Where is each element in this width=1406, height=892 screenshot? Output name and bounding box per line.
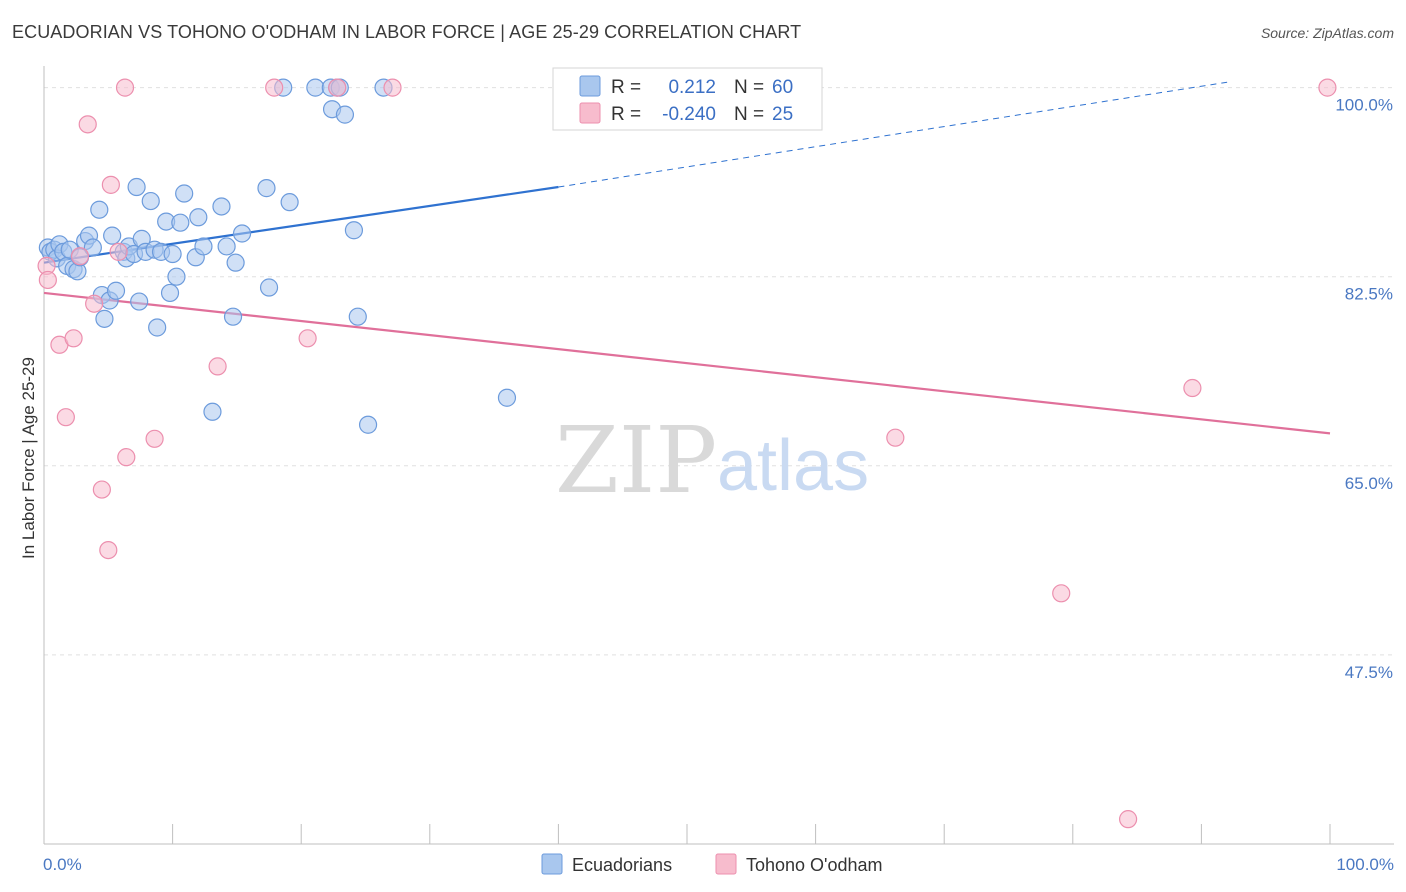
- point-tohono-5: [70, 247, 90, 266]
- legend-r-label-2: R =: [611, 104, 641, 125]
- legend-r-label-1: R =: [611, 77, 641, 98]
- point-ecuadorians-28: [141, 191, 160, 211]
- point-tohono-10: [101, 175, 120, 194]
- watermark: ZIP atlas: [555, 407, 869, 514]
- y-tick-label-2: 82.5%: [1345, 285, 1393, 304]
- trend-line-tohono: [43, 291, 1331, 435]
- point-tohono-16: [265, 78, 284, 97]
- point-tohono-21: [1052, 584, 1071, 603]
- point-ecuadorians-37: [175, 184, 194, 203]
- point-tohono-23: [1183, 378, 1202, 398]
- point-ecuadorians-16: [95, 309, 114, 328]
- point-tohono-11: [109, 242, 128, 261]
- point-tohono-9: [99, 540, 118, 560]
- bottom-legend-label-ecuadorians: Ecuadorians: [572, 855, 672, 875]
- trend-line-ecuadorians-extension: [558, 81, 1228, 188]
- point-ecuadorians-43: [217, 237, 236, 256]
- point-tohono-14: [145, 429, 164, 448]
- legend-swatch-tohono: [579, 102, 601, 124]
- point-ecuadorians-41: [203, 402, 222, 421]
- point-ecuadorians-59: [358, 415, 378, 434]
- axes: [43, 66, 1394, 845]
- legend: R = 0.212 N = 60 R = -0.240 N = 25: [552, 67, 823, 131]
- x-tick-label-end: 100.0%: [1336, 855, 1394, 874]
- bottom-legend-label-tohono: Tohono O'odham: [746, 855, 883, 875]
- point-tohono-13: [117, 448, 136, 467]
- y-tick-label-3: 100.0%: [1335, 96, 1393, 115]
- x-tick-label-start: 0.0%: [43, 855, 82, 874]
- bottom-legend-swatch-ecuadorians: [541, 853, 563, 875]
- point-tohono-1: [38, 270, 57, 290]
- legend-n-label-2: N =: [734, 104, 764, 125]
- point-tohono-20: [886, 428, 905, 447]
- point-ecuadorians-51: [306, 78, 325, 97]
- point-ecuadorians-44: [223, 307, 243, 326]
- y-axis-label: In Labor Force | Age 25-29: [19, 357, 38, 559]
- point-ecuadorians-24: [127, 177, 146, 197]
- point-ecuadorians-48: [259, 278, 279, 297]
- gridlines: [44, 87, 1394, 656]
- point-ecuadorians-57: [344, 221, 364, 240]
- y-tick-labels: 47.5% 65.0% 82.5% 100.0%: [1335, 96, 1393, 682]
- point-ecuadorians-58: [348, 307, 367, 326]
- point-ecuadorians-50: [280, 193, 299, 212]
- point-ecuadorians-61: [497, 388, 517, 407]
- chart-title: ECUADORIAN VS TOHONO O'ODHAM IN LABOR FO…: [12, 22, 802, 42]
- point-tohono-15: [208, 357, 227, 376]
- point-tohono-18: [328, 78, 347, 97]
- legend-n-value-1: 60: [772, 77, 793, 98]
- bottom-legend: Ecuadorians Tohono O'odham: [541, 853, 883, 875]
- point-ecuadorians-45: [226, 253, 245, 272]
- y-tick-label-0: 47.5%: [1345, 663, 1393, 682]
- point-ecuadorians-14: [90, 200, 109, 219]
- bottom-legend-swatch-tohono: [715, 853, 737, 875]
- point-ecuadorians-36: [171, 213, 190, 232]
- point-tohono-17: [298, 329, 317, 348]
- point-ecuadorians-34: [163, 244, 182, 264]
- point-tohono-3: [56, 408, 75, 427]
- legend-n-label-1: N =: [734, 77, 764, 98]
- point-ecuadorians-25: [130, 292, 149, 311]
- point-ecuadorians-56: [335, 105, 355, 124]
- legend-r-value-2: -0.240: [662, 104, 716, 125]
- point-ecuadorians-42: [212, 197, 231, 216]
- point-tohono-6: [78, 115, 97, 134]
- point-ecuadorians-18: [103, 226, 122, 245]
- point-tohono-22: [1118, 810, 1138, 829]
- point-ecuadorians-30: [148, 318, 167, 337]
- point-ecuadorians-35: [167, 267, 186, 286]
- point-ecuadorians-13: [83, 238, 102, 257]
- watermark-atlas: atlas: [717, 426, 869, 506]
- point-ecuadorians-19: [106, 281, 126, 300]
- data-points: [37, 78, 1337, 829]
- point-tohono-4: [64, 329, 83, 348]
- legend-swatch-ecuadorians: [579, 75, 601, 97]
- y-tick-label-1: 65.0%: [1345, 474, 1393, 493]
- legend-r-value-1: 0.212: [668, 77, 716, 98]
- point-ecuadorians-40: [194, 237, 213, 256]
- point-ecuadorians-33: [160, 283, 180, 303]
- legend-n-value-2: 25: [772, 104, 793, 125]
- source-credit: Source: ZipAtlas.com: [1260, 25, 1394, 41]
- point-ecuadorians-39: [189, 208, 208, 227]
- watermark-zip: ZIP: [555, 407, 717, 514]
- point-tohono-19: [383, 78, 402, 97]
- point-tohono-7: [85, 294, 104, 313]
- point-ecuadorians-46: [232, 224, 252, 243]
- point-ecuadorians-47: [257, 179, 276, 198]
- point-tohono-8: [92, 480, 111, 499]
- point-tohono-12: [115, 78, 135, 97]
- point-tohono-24: [1318, 78, 1337, 97]
